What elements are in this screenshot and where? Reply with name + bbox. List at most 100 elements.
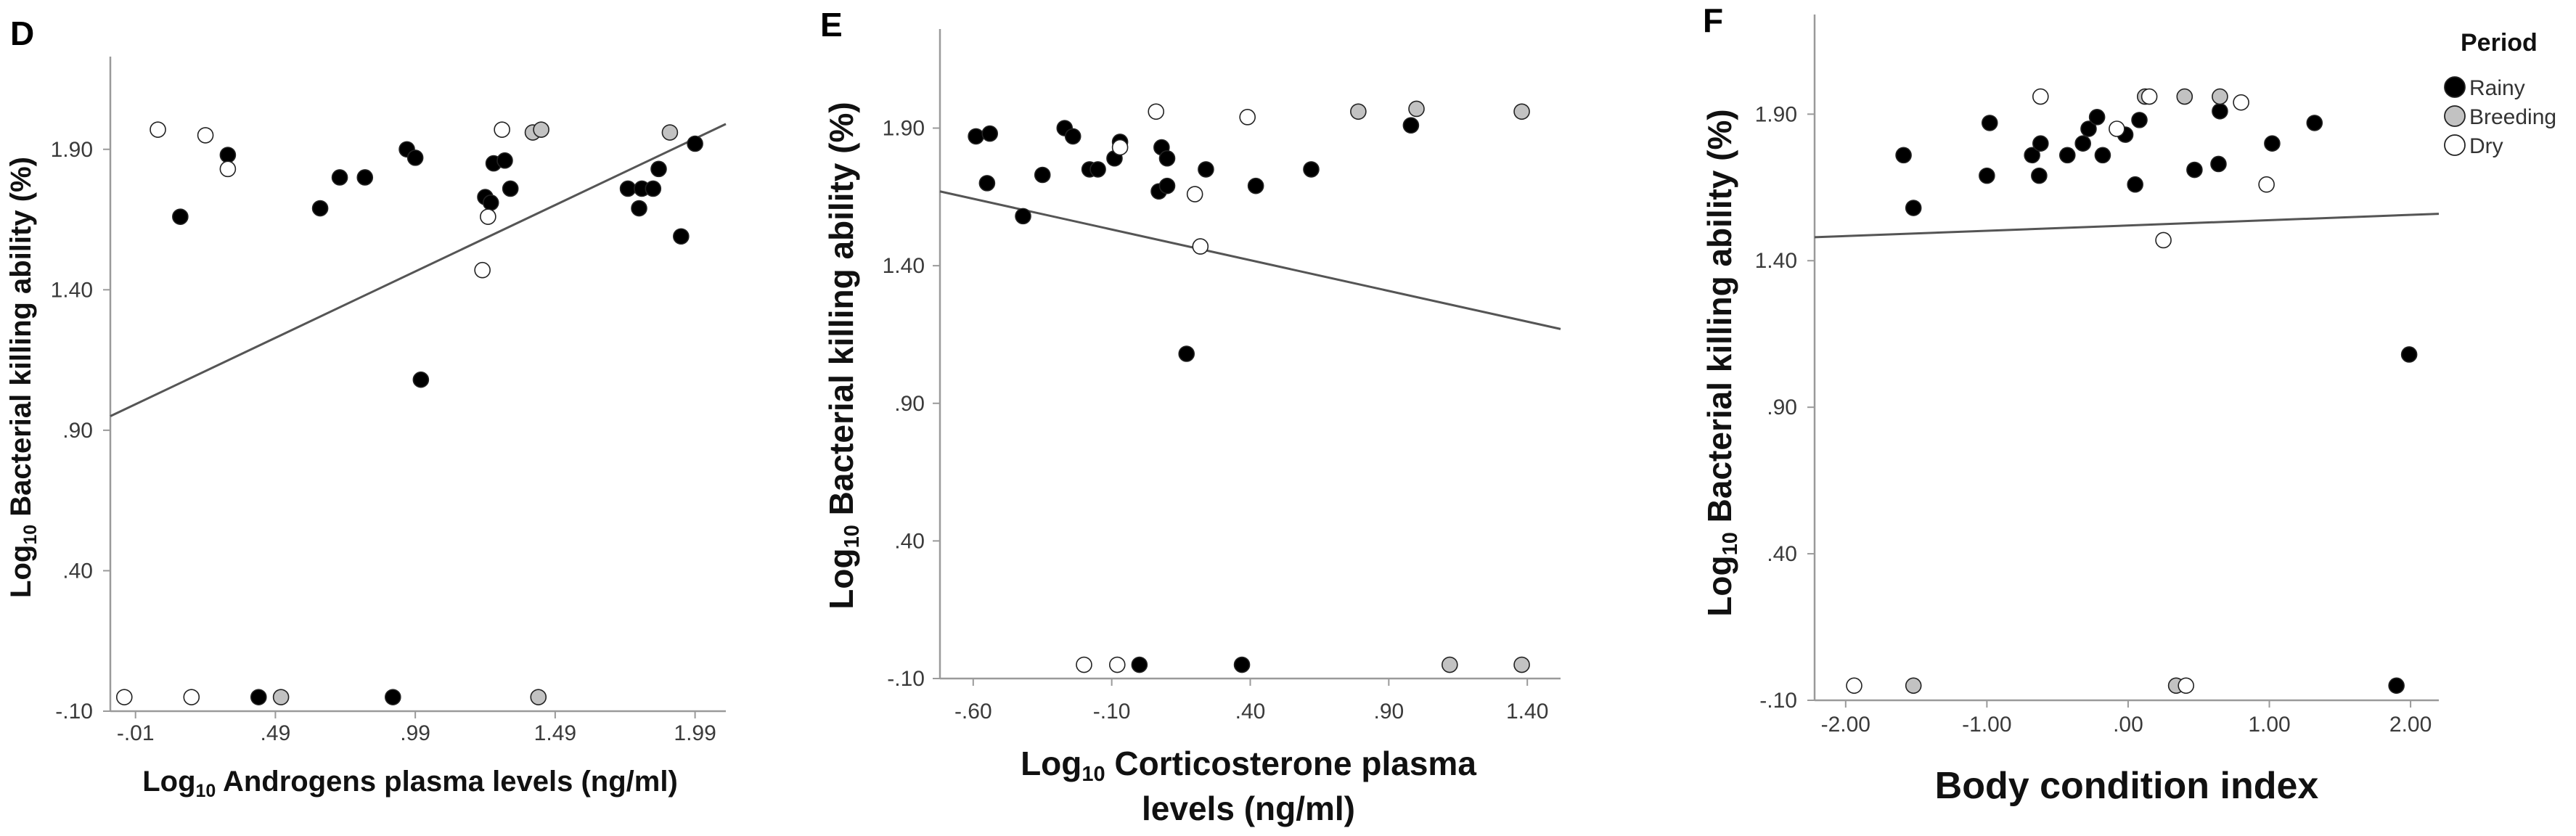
x-tick-label: -.60 xyxy=(954,700,992,724)
data-point-rainy xyxy=(2058,147,2076,164)
y-tick-label: .90 xyxy=(894,392,925,416)
y-tick-label: 1.90 xyxy=(883,117,925,141)
data-point-rainy xyxy=(2080,120,2097,137)
chart-panel-f: F -.10 .40 .90 1.40 1.90 -2.00 -1.00 .00 1.00 2.00… xyxy=(1701,1,2440,807)
panel-letter: E xyxy=(820,6,843,44)
data-point-rainy xyxy=(2400,346,2418,363)
data-point-rainy xyxy=(650,160,667,178)
data-point-rainy xyxy=(412,371,430,388)
data-point-rainy xyxy=(2131,112,2148,128)
data-point-dry xyxy=(2258,176,2275,193)
legend-label-rainy: Rainy xyxy=(2469,76,2525,100)
data-point-dry xyxy=(1148,103,1165,120)
y-tick-label: .40 xyxy=(894,529,925,553)
data-point-rainy xyxy=(2032,135,2049,152)
data-point-rainy xyxy=(1015,208,1031,225)
data-point-rainy xyxy=(1089,161,1106,178)
y-tick-label: 1.40 xyxy=(883,254,925,278)
data-point-rainy xyxy=(631,200,647,217)
data-point-rainy xyxy=(1979,167,1995,184)
data-point-rainy xyxy=(673,228,690,245)
x-tick-label: 1.40 xyxy=(1506,700,1548,724)
data-point-dry xyxy=(2140,88,2158,105)
data-point-rainy xyxy=(978,175,996,192)
data-point-rainy xyxy=(1402,117,1420,134)
data-point-dry xyxy=(197,127,214,144)
data-point-rainy xyxy=(2306,115,2323,131)
fit-line xyxy=(110,123,727,417)
y-tick-label: .40 xyxy=(1767,542,1797,566)
y-tick-label: 1.90 xyxy=(51,138,93,162)
data-point-breeding xyxy=(533,121,549,138)
y-tick-label: -.10 xyxy=(55,700,93,724)
data-point-rainy xyxy=(1158,149,1176,167)
data-point-dry xyxy=(1186,186,1203,202)
legend-marker-dry xyxy=(2444,134,2466,156)
data-point-rainy xyxy=(1198,161,1214,178)
data-point-breeding xyxy=(2212,88,2228,105)
legend-marker-rainy xyxy=(2444,76,2466,98)
data-point-breeding xyxy=(1350,103,1367,120)
panel-letter: F xyxy=(1703,1,1723,39)
data-point-rainy xyxy=(496,152,513,169)
x-tick-label: 1.99 xyxy=(674,721,716,745)
legend-label-breeding: Breeding xyxy=(2469,105,2556,129)
data-point-rainy xyxy=(1064,128,1081,145)
data-point-rainy xyxy=(1895,147,1912,164)
x-tick-label: .00 xyxy=(2113,713,2143,737)
data-point-rainy xyxy=(311,200,329,217)
data-point-rainy xyxy=(981,125,999,142)
fit-line xyxy=(1814,213,2440,239)
data-point-dry xyxy=(474,261,491,279)
data-point-dry xyxy=(2032,88,2049,105)
data-point-rainy xyxy=(2186,161,2203,179)
legend-marker-breeding xyxy=(2444,105,2466,127)
data-point-breeding xyxy=(2176,88,2193,105)
y-axis-label: Log10 Bacterial killing ability (%) xyxy=(822,102,864,609)
x-axis-label: Body condition index xyxy=(1935,765,2319,807)
data-point-rainy xyxy=(2074,135,2091,152)
data-point-breeding xyxy=(1442,656,1458,673)
fit-line xyxy=(939,190,1561,330)
x-tick-label: -2.00 xyxy=(1821,713,1870,737)
x-tick-label: 1.49 xyxy=(534,721,576,745)
data-point-breeding xyxy=(530,689,547,705)
data-point-rainy xyxy=(1233,656,1251,673)
data-point-rainy xyxy=(2264,135,2281,152)
data-point-rainy xyxy=(1905,200,1922,216)
data-point-rainy xyxy=(2210,155,2227,173)
data-point-dry xyxy=(1111,139,1129,156)
x-tick-label: 2.00 xyxy=(2389,713,2432,737)
data-point-rainy xyxy=(619,180,637,197)
data-point-rainy xyxy=(385,689,401,705)
y-tick-label: .90 xyxy=(1767,396,1797,419)
data-point-rainy xyxy=(406,149,424,166)
data-point-breeding xyxy=(1513,103,1530,120)
data-point-breeding xyxy=(1408,100,1425,118)
data-point-dry xyxy=(1076,656,1092,673)
x-tick-label: .40 xyxy=(1235,700,1266,724)
y-tick-label: -.10 xyxy=(887,667,925,691)
data-point-rainy xyxy=(172,208,189,225)
y-axis-label: Log10 Bacterial killing ability (%) xyxy=(5,157,41,598)
data-point-dry xyxy=(2178,677,2195,694)
x-axis-label-line2: levels (ng/ml) xyxy=(1142,790,1355,827)
data-point-rainy xyxy=(1131,656,1148,673)
legend-title: Period xyxy=(2461,29,2538,57)
data-point-rainy xyxy=(2024,147,2040,164)
y-tick-label: .40 xyxy=(62,559,93,583)
data-point-breeding xyxy=(1513,656,1530,673)
data-point-rainy xyxy=(2094,147,2111,164)
y-tick-label: -.10 xyxy=(1759,689,1797,713)
data-point-breeding xyxy=(661,124,679,141)
data-point-rainy xyxy=(356,169,374,186)
data-point-rainy xyxy=(2031,167,2048,184)
legend-label-dry: Dry xyxy=(2469,134,2503,158)
data-point-dry xyxy=(494,121,510,138)
data-point-rainy xyxy=(2088,109,2106,126)
data-point-rainy xyxy=(687,135,703,152)
y-axis-label: Log10 Bacterial killing ability (%) xyxy=(1701,109,1742,616)
data-point-rainy xyxy=(968,128,984,145)
data-point-rainy xyxy=(482,194,499,211)
data-point-rainy xyxy=(1178,345,1195,362)
